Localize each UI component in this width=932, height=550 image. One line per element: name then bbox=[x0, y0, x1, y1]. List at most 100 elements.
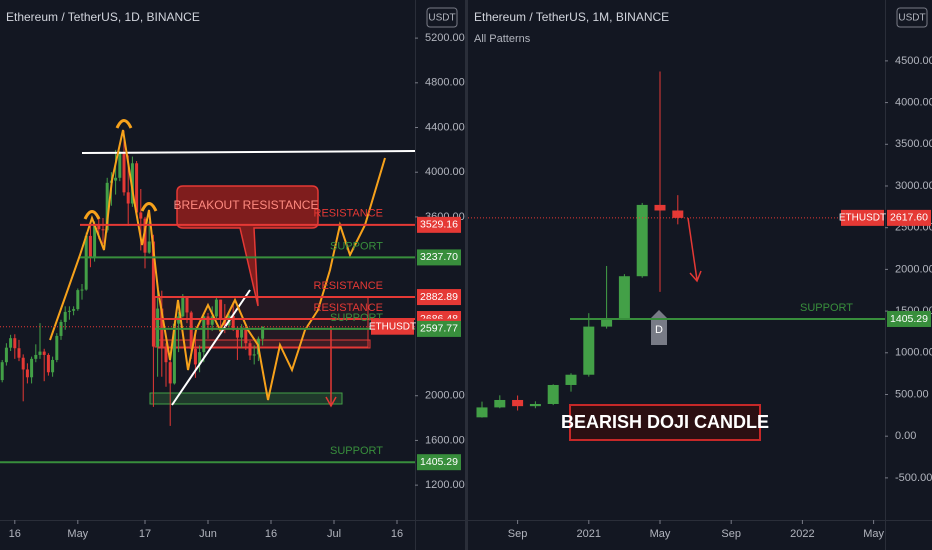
y-tick-label: 1000.00 bbox=[895, 347, 932, 359]
level-text: RESISTANCE bbox=[314, 208, 383, 220]
level-text: SUPPORT bbox=[330, 312, 383, 324]
price-label-box bbox=[887, 310, 931, 327]
candle-body bbox=[529, 403, 541, 407]
level-name-box bbox=[371, 318, 414, 335]
y-tick-label: 5200.00 bbox=[425, 32, 465, 44]
price-label: 3529.16 bbox=[420, 219, 458, 231]
y-tick-label: 1600.00 bbox=[425, 434, 465, 446]
candle-body bbox=[494, 399, 506, 408]
chart-title: Ethereum / TetherUS, 1D, BINANCE bbox=[6, 10, 200, 24]
candle-body bbox=[261, 326, 265, 339]
price-label: 1405.29 bbox=[420, 456, 458, 468]
level-name-box bbox=[841, 209, 884, 226]
candle-body bbox=[97, 225, 101, 230]
candle-body bbox=[583, 326, 595, 375]
candle-body bbox=[139, 212, 143, 219]
price-label-box bbox=[417, 454, 461, 471]
plot-right: D BEARISH DOJI CANDLE SUPPORT bbox=[468, 71, 885, 441]
candle-body bbox=[206, 316, 210, 325]
candle-body bbox=[93, 225, 97, 258]
candle-body bbox=[88, 235, 92, 258]
arrow-head bbox=[325, 396, 337, 408]
candle-body bbox=[654, 204, 666, 211]
candle-body bbox=[122, 153, 126, 193]
candle-body bbox=[4, 347, 8, 363]
y-tick-label: 3000.00 bbox=[895, 180, 932, 192]
y-tick-label: -500.00 bbox=[895, 472, 932, 484]
callout-text: BREAKOUT RESISTANCE bbox=[174, 198, 319, 212]
candle-body bbox=[126, 192, 130, 204]
candle-body bbox=[118, 153, 122, 178]
candle-body bbox=[21, 357, 25, 370]
y-tick-label: 500.00 bbox=[895, 388, 929, 400]
candle-body bbox=[672, 210, 684, 218]
price-label-box bbox=[417, 320, 461, 337]
label-text: BEARISH DOJI CANDLE bbox=[561, 412, 769, 432]
candle-body bbox=[147, 241, 151, 253]
level-text: SUPPORT bbox=[330, 240, 383, 252]
x-tick-label: 17 bbox=[139, 528, 151, 540]
y-tick-label: 4500.00 bbox=[895, 55, 932, 67]
pattern-arc bbox=[140, 202, 158, 212]
candle-body bbox=[59, 321, 63, 336]
candle-body bbox=[9, 338, 13, 348]
x-tick-label: May bbox=[67, 528, 88, 540]
candle-body bbox=[151, 241, 155, 347]
candle-body bbox=[63, 311, 67, 322]
candle-body bbox=[202, 316, 206, 353]
price-label: 2617.60 bbox=[890, 212, 928, 224]
candle-body bbox=[55, 335, 59, 360]
candle-body bbox=[143, 218, 147, 253]
overlay: Ethereum / TetherUS, 1D, BINANCE USDT 5200… bbox=[6, 7, 932, 540]
candle-body bbox=[252, 354, 256, 356]
candle-body bbox=[34, 354, 38, 359]
pattern-arc bbox=[115, 119, 133, 129]
trend-line bbox=[171, 289, 251, 406]
candle-body bbox=[72, 309, 76, 311]
y-tick-label: 0.00 bbox=[895, 430, 916, 442]
y-tick-label: 4800.00 bbox=[425, 77, 465, 89]
candle-body bbox=[168, 362, 172, 384]
x-tick-label: May bbox=[863, 528, 884, 540]
candle-body bbox=[248, 343, 252, 356]
level-name: ETHUSDT bbox=[839, 213, 886, 224]
x-tick-label: 2022 bbox=[790, 528, 814, 540]
label-box bbox=[569, 404, 761, 441]
y-tick-label: 2000.00 bbox=[425, 390, 465, 402]
candle-body bbox=[512, 399, 524, 407]
y-tick-label: 3500.00 bbox=[895, 138, 932, 150]
chart-title: Ethereum / TetherUS, 1M, BINANCE bbox=[474, 10, 669, 24]
candle-body bbox=[42, 351, 46, 355]
price-label-box bbox=[417, 249, 461, 266]
candle-body bbox=[38, 351, 42, 355]
candle-body bbox=[235, 329, 239, 338]
candle-body bbox=[601, 318, 613, 327]
currency-box bbox=[896, 7, 928, 28]
candle-body bbox=[156, 308, 160, 347]
x-tick-label: 16 bbox=[391, 528, 403, 540]
candle-body bbox=[84, 235, 88, 290]
x-tick-label: May bbox=[650, 528, 671, 540]
price-label-box bbox=[417, 289, 461, 306]
currency-label: USDT bbox=[898, 13, 925, 24]
candle-body bbox=[80, 289, 84, 291]
candle-body bbox=[13, 338, 17, 349]
x-tick-label: Jul bbox=[327, 528, 341, 540]
candle-body bbox=[164, 347, 168, 363]
candle-body bbox=[476, 407, 488, 418]
level-text: SUPPORT bbox=[800, 302, 853, 314]
x-tick-label: Jun bbox=[199, 528, 217, 540]
candle-body bbox=[101, 229, 105, 231]
candle-body bbox=[198, 352, 202, 365]
x-tick-label: Sep bbox=[721, 528, 741, 540]
callout bbox=[176, 185, 319, 307]
trend-line bbox=[81, 150, 415, 154]
price-label: 1405.29 bbox=[890, 313, 928, 325]
x-tick-label: 16 bbox=[265, 528, 277, 540]
candle-body bbox=[547, 384, 559, 404]
arrow-head bbox=[689, 270, 702, 283]
level-text: SUPPORT bbox=[330, 445, 383, 457]
candle-body bbox=[240, 327, 244, 338]
price-label: 2882.89 bbox=[420, 291, 458, 303]
